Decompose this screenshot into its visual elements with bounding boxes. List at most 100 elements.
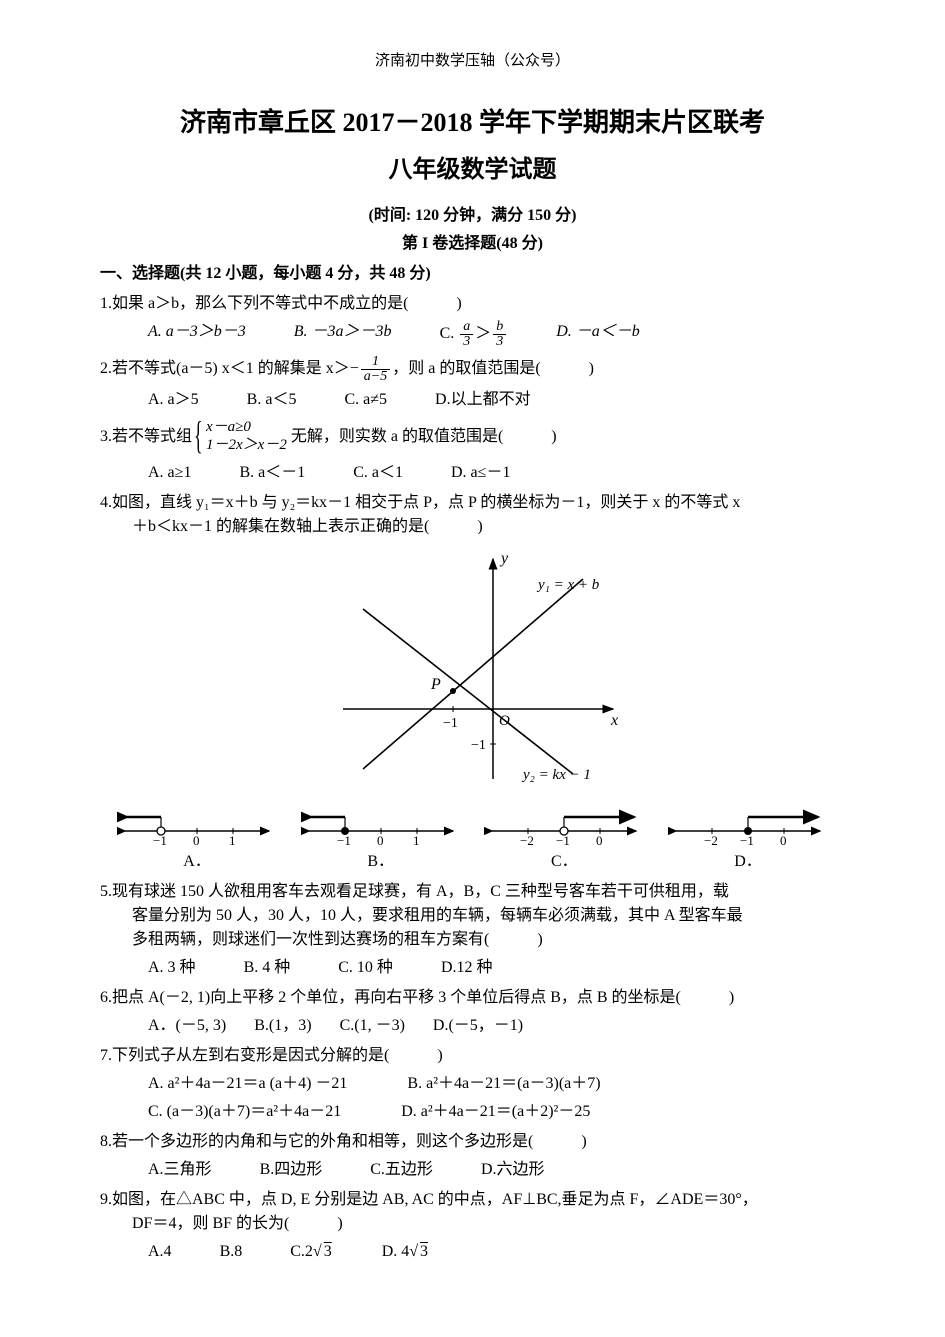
- question-3: 3.若不等式组 x－a≥0 1－2x＞x－2 无解，则实数 a 的取值范围是( …: [100, 418, 845, 486]
- question-4: 4.如图，直线 y₁＝x＋b 与 y₂＝kx－1 相交于点 P，点 P 的横坐标…: [100, 491, 845, 874]
- q7-options-row1: A. a²＋4a－21＝a (a＋4) －21 B. a²＋4a－21＝(a－3…: [100, 1072, 845, 1096]
- q5-l2: 客量分别为 50 人，30 人，10 人，要求租用的车辆，每辆车必须满载，其中 …: [100, 904, 845, 928]
- q9-options: A.4 B.8 C.2√3 D. 4√3: [100, 1240, 845, 1264]
- q3-stem: 3.若不等式组 x－a≥0 1－2x＞x－2 无解，则实数 a 的取值范围是( …: [100, 428, 557, 445]
- q6-opt-a: A．(－5, 3): [148, 1014, 226, 1038]
- q7-options-row2: C. (a－3)(a＋7)＝a²＋4a－21 D. a²＋4a－21＝(a＋2)…: [100, 1100, 845, 1124]
- q2-stem: 2.若不等式(a－5) x＜1 的解集是 x＞−1a−5，则 a 的取值范围是(…: [100, 360, 594, 377]
- q1-stem: 1.如果 a＞b，那么下列不等式中不成立的是( ): [100, 295, 462, 312]
- q1-options: A. a－3＞b－3 B. －3a＞－3b C. a3＞b3 D. －a＜－b: [100, 320, 845, 349]
- q8-stem: 8.若一个多边形的内角和与它的外角和相等，则这个多边形是( ): [100, 1133, 587, 1150]
- q5-opt-c: C. 10 种: [338, 956, 393, 980]
- q9-l1: 9.如图，在△ABC 中，点 D, E 分别是边 AB, AC 的中点，AF⊥B…: [100, 1191, 758, 1208]
- q2-options: A. a＞5 B. a＜5 C. a≠5 D.以上都不对: [100, 388, 845, 412]
- q8-opt-d: D.六边形: [481, 1158, 545, 1182]
- svg-text:0: 0: [193, 833, 200, 848]
- question-6: 6.把点 A(－2, 1)向上平移 2 个单位，再向右平移 3 个单位后得点 B…: [100, 986, 845, 1038]
- q9-opt-c: C.2√3: [290, 1240, 333, 1264]
- svg-text:x: x: [610, 712, 618, 729]
- q3-opt-b: B. a＜－1: [239, 461, 305, 485]
- q4-opt-c-label: C．: [477, 850, 651, 874]
- q4-opt-d-fig: −2 −1 0 D．: [661, 803, 835, 874]
- q6-opt-c: C.(1, －3): [340, 1014, 405, 1038]
- svg-text:1: 1: [229, 833, 236, 848]
- q4-opt-a-label: A．: [110, 850, 284, 874]
- svg-text:P: P: [430, 676, 441, 693]
- q4-opt-b-label: B．: [294, 850, 468, 874]
- svg-text:−1: −1: [153, 833, 167, 848]
- q8-opt-c: C.五边形: [370, 1158, 433, 1182]
- q7-stem: 7.下列式子从左到右变形是因式分解的是( ): [100, 1047, 443, 1064]
- section-1-label: 一、选择题(共 12 小题，每小题 4 分，共 48 分): [100, 262, 845, 286]
- svg-text:−1: −1: [740, 833, 754, 848]
- q6-opt-b: B.(1，3): [254, 1014, 311, 1038]
- q4-stem-l2: ＋b＜kx－1 的解集在数轴上表示正确的是( ): [100, 515, 845, 539]
- q5-opt-d: D.12 种: [441, 956, 493, 980]
- q5-opt-a: A. 3 种: [148, 956, 196, 980]
- q7-opt-d: D. a²＋4a－21＝(a＋2)²－25: [401, 1100, 590, 1124]
- q3-opt-d: D. a≤－1: [451, 461, 510, 485]
- q5-opt-b: B. 4 种: [244, 956, 291, 980]
- q4-main-graph: x y O −1 −1 y₁ = x + b y₂ = kx − 1 P: [100, 549, 845, 797]
- question-9: 9.如图，在△ABC 中，点 D, E 分别是边 AB, AC 的中点，AF⊥B…: [100, 1188, 845, 1264]
- svg-text:0: 0: [377, 833, 384, 848]
- q4-opt-a-fig: −1 0 1 A．: [110, 803, 284, 874]
- q9-opt-d: D. 4√3: [382, 1240, 430, 1264]
- q6-options: A．(－5, 3) B.(1，3) C.(1, －3) D.(－5，－1): [100, 1014, 845, 1038]
- q5-l1: 5.现有球迷 150 人欲租用客车去观看足球赛，有 A，B，C 三种型号客车若干…: [100, 883, 729, 900]
- q3-opt-c: C. a＜1: [353, 461, 403, 485]
- q7-opt-c: C. (a－3)(a＋7)＝a²＋4a－21: [148, 1100, 341, 1124]
- q4-option-figs: −1 0 1 A． −1 0 1: [110, 803, 835, 874]
- header-note: 济南初中数学压轴（公众号）: [100, 50, 845, 73]
- q1-opt-d: D. －a＜－b: [556, 320, 640, 349]
- meta-time: (时间: 120 分钟，满分 150 分): [100, 204, 845, 228]
- question-7: 7.下列式子从左到右变形是因式分解的是( ) A. a²＋4a－21＝a (a＋…: [100, 1044, 845, 1124]
- q3-options: A. a≥1 B. a＜－1 C. a＜1 D. a≤－1: [100, 461, 845, 485]
- svg-text:1: 1: [413, 833, 420, 848]
- svg-text:y₂ = kx − 1: y₂ = kx − 1: [521, 767, 591, 783]
- q1-opt-a: A. a－3＞b－3: [148, 320, 246, 349]
- svg-text:−1: −1: [443, 716, 458, 731]
- q9-l2: DF＝4，则 BF 的长为( ): [100, 1212, 845, 1236]
- q2-opt-c: C. a≠5: [344, 388, 387, 412]
- q9-opt-b: B.8: [220, 1240, 243, 1264]
- question-2: 2.若不等式(a－5) x＜1 的解集是 x＞−1a−5，则 a 的取值范围是(…: [100, 355, 845, 412]
- q5-l3: 多租两辆，则球迷们一次性到达赛场的租车方案有( ): [100, 928, 845, 952]
- question-5: 5.现有球迷 150 人欲租用客车去观看足球赛，有 A，B，C 三种型号客车若干…: [100, 880, 845, 980]
- q6-opt-d: D.(－5，－1): [433, 1014, 523, 1038]
- question-8: 8.若一个多边形的内角和与它的外角和相等，则这个多边形是( ) A.三角形 B.…: [100, 1130, 845, 1182]
- q8-opt-b: B.四边形: [260, 1158, 323, 1182]
- q2-opt-b: B. a＜5: [247, 388, 297, 412]
- svg-text:−1: −1: [556, 833, 570, 848]
- svg-text:0: 0: [780, 833, 787, 848]
- q9-opt-a: A.4: [148, 1240, 172, 1264]
- svg-text:−1: −1: [337, 833, 351, 848]
- q2-opt-a: A. a＞5: [148, 388, 199, 412]
- svg-text:−1: −1: [471, 738, 486, 753]
- svg-text:−2: −2: [704, 833, 718, 848]
- title-line2: 八年级数学试题: [100, 152, 845, 188]
- q4-stem-l1: 4.如图，直线 y₁＝x＋b 与 y₂＝kx－1 相交于点 P，点 P 的横坐标…: [100, 494, 740, 511]
- svg-text:0: 0: [596, 833, 603, 848]
- q7-opt-b: B. a²＋4a－21＝(a－3)(a＋7): [407, 1072, 600, 1096]
- q5-options: A. 3 种 B. 4 种 C. 10 种 D.12 种: [100, 956, 845, 980]
- q6-stem: 6.把点 A(－2, 1)向上平移 2 个单位，再向右平移 3 个单位后得点 B…: [100, 989, 734, 1006]
- q3-opt-a: A. a≥1: [148, 461, 191, 485]
- q4-opt-b-fig: −1 0 1 B．: [294, 803, 468, 874]
- q4-opt-c-fig: −2 −1 0 C．: [477, 803, 651, 874]
- question-1: 1.如果 a＞b，那么下列不等式中不成立的是( ) A. a－3＞b－3 B. …: [100, 292, 845, 349]
- title-line1: 济南市章丘区 2017－2018 学年下学期期末片区联考: [100, 103, 845, 142]
- q7-opt-a: A. a²＋4a－21＝a (a＋4) －21: [148, 1072, 347, 1096]
- q8-options: A.三角形 B.四边形 C.五边形 D.六边形: [100, 1158, 845, 1182]
- coordinate-plane-icon: x y O −1 −1 y₁ = x + b y₂ = kx − 1 P: [323, 549, 623, 789]
- q2-opt-d: D.以上都不对: [435, 388, 531, 412]
- exam-page: 济南初中数学压轴（公众号） 济南市章丘区 2017－2018 学年下学期期末片区…: [0, 0, 945, 1330]
- q8-opt-a: A.三角形: [148, 1158, 212, 1182]
- svg-text:−2: −2: [520, 833, 534, 848]
- q1-opt-b: B. －3a＞－3b: [294, 320, 392, 349]
- svg-text:y₁ = x + b: y₁ = x + b: [536, 577, 600, 593]
- meta-part: 第 I 卷选择题(48 分): [100, 232, 845, 256]
- q4-opt-d-label: D．: [661, 850, 835, 874]
- svg-text:y: y: [499, 550, 509, 567]
- q1-opt-c: C. a3＞b3: [440, 320, 509, 349]
